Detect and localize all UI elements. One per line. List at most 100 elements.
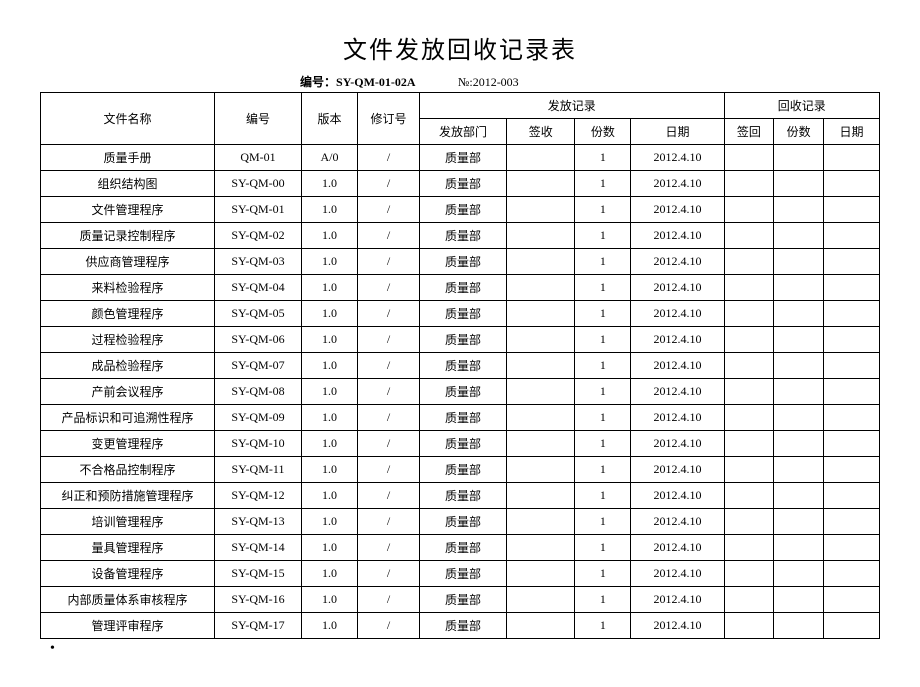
cell-sign <box>507 483 575 509</box>
cell-rdate <box>823 223 879 249</box>
cell-rqty <box>774 379 824 405</box>
cell-code: SY-QM-08 <box>215 379 302 405</box>
cell-sign <box>507 353 575 379</box>
cell-rsign <box>724 405 774 431</box>
cell-code: SY-QM-16 <box>215 587 302 613</box>
cell-rsign <box>724 223 774 249</box>
cell-date: 2012.4.10 <box>631 275 724 301</box>
cell-qty: 1 <box>575 561 631 587</box>
cell-version: 1.0 <box>302 613 358 639</box>
cell-date: 2012.4.10 <box>631 509 724 535</box>
cell-date: 2012.4.10 <box>631 379 724 405</box>
table-row: 不合格品控制程序SY-QM-111.0/质量部12012.4.10 <box>41 457 880 483</box>
table-row: 量具管理程序SY-QM-141.0/质量部12012.4.10 <box>41 535 880 561</box>
table-row: 培训管理程序SY-QM-131.0/质量部12012.4.10 <box>41 509 880 535</box>
cell-code: SY-QM-07 <box>215 353 302 379</box>
cell-rdate <box>823 535 879 561</box>
cell-revision: / <box>357 145 419 171</box>
cell-revision: / <box>357 249 419 275</box>
cell-rqty <box>774 249 824 275</box>
cell-sign <box>507 457 575 483</box>
cell-code: SY-QM-10 <box>215 431 302 457</box>
cell-file-name: 产前会议程序 <box>41 379 215 405</box>
cell-dept: 质量部 <box>420 301 507 327</box>
cell-dept: 质量部 <box>420 509 507 535</box>
cell-revision: / <box>357 171 419 197</box>
cell-file-name: 质量记录控制程序 <box>41 223 215 249</box>
cell-code: SY-QM-05 <box>215 301 302 327</box>
cell-date: 2012.4.10 <box>631 197 724 223</box>
table-row: 来料检验程序SY-QM-041.0/质量部12012.4.10 <box>41 275 880 301</box>
cell-qty: 1 <box>575 509 631 535</box>
cell-version: 1.0 <box>302 587 358 613</box>
header-dist-qty: 份数 <box>575 119 631 145</box>
cell-qty: 1 <box>575 535 631 561</box>
cell-rdate <box>823 327 879 353</box>
header-row-1: 文件名称 编号 版本 修订号 发放记录 回收记录 <box>41 93 880 119</box>
cell-rsign <box>724 327 774 353</box>
subtitle-number: №:2012-003 <box>458 75 519 89</box>
cell-qty: 1 <box>575 171 631 197</box>
cell-file-name: 组织结构图 <box>41 171 215 197</box>
cell-revision: / <box>357 379 419 405</box>
cell-qty: 1 <box>575 301 631 327</box>
cell-date: 2012.4.10 <box>631 405 724 431</box>
cell-qty: 1 <box>575 223 631 249</box>
cell-qty: 1 <box>575 197 631 223</box>
cell-dept: 质量部 <box>420 379 507 405</box>
cell-rsign <box>724 613 774 639</box>
cell-qty: 1 <box>575 275 631 301</box>
cell-version: 1.0 <box>302 483 358 509</box>
cell-date: 2012.4.10 <box>631 483 724 509</box>
cell-rdate <box>823 405 879 431</box>
cell-rqty <box>774 509 824 535</box>
table-row: 质量记录控制程序SY-QM-021.0/质量部12012.4.10 <box>41 223 880 249</box>
cell-rqty <box>774 431 824 457</box>
cell-file-name: 培训管理程序 <box>41 509 215 535</box>
cell-version: 1.0 <box>302 353 358 379</box>
cell-qty: 1 <box>575 145 631 171</box>
cell-rdate <box>823 509 879 535</box>
table-row: 纠正和预防措施管理程序SY-QM-121.0/质量部12012.4.10 <box>41 483 880 509</box>
cell-qty: 1 <box>575 405 631 431</box>
cell-dept: 质量部 <box>420 535 507 561</box>
cell-rsign <box>724 171 774 197</box>
cell-code: SY-QM-11 <box>215 457 302 483</box>
cell-rdate <box>823 613 879 639</box>
cell-rqty <box>774 535 824 561</box>
cell-rdate <box>823 301 879 327</box>
cell-rsign <box>724 561 774 587</box>
subtitle-line: 编号：SY-QM-01-02A №:2012-003 <box>40 73 880 90</box>
cell-file-name: 颜色管理程序 <box>41 301 215 327</box>
cell-rsign <box>724 301 774 327</box>
cell-sign <box>507 379 575 405</box>
cell-dept: 质量部 <box>420 275 507 301</box>
cell-revision: / <box>357 509 419 535</box>
header-revision: 修订号 <box>357 93 419 145</box>
cell-rdate <box>823 353 879 379</box>
cell-sign <box>507 249 575 275</box>
table-row: 过程检验程序SY-QM-061.0/质量部12012.4.10 <box>41 327 880 353</box>
footer-bullet: • <box>40 641 880 657</box>
cell-file-name: 产品标识和可追溯性程序 <box>41 405 215 431</box>
cell-file-name: 文件管理程序 <box>41 197 215 223</box>
cell-rdate <box>823 587 879 613</box>
table-row: 变更管理程序SY-QM-101.0/质量部12012.4.10 <box>41 431 880 457</box>
subtitle-code: SY-QM-01-02A <box>336 75 415 89</box>
cell-sign <box>507 327 575 353</box>
cell-revision: / <box>357 457 419 483</box>
cell-qty: 1 <box>575 249 631 275</box>
cell-rsign <box>724 483 774 509</box>
cell-sign <box>507 587 575 613</box>
cell-qty: 1 <box>575 379 631 405</box>
cell-dept: 质量部 <box>420 145 507 171</box>
cell-version: 1.0 <box>302 249 358 275</box>
cell-date: 2012.4.10 <box>631 431 724 457</box>
cell-code: SY-QM-06 <box>215 327 302 353</box>
cell-date: 2012.4.10 <box>631 171 724 197</box>
cell-revision: / <box>357 405 419 431</box>
table-body: 质量手册QM-01A/0/质量部12012.4.10组织结构图SY-QM-001… <box>41 145 880 639</box>
cell-rdate <box>823 197 879 223</box>
cell-version: 1.0 <box>302 301 358 327</box>
cell-code: SY-QM-01 <box>215 197 302 223</box>
